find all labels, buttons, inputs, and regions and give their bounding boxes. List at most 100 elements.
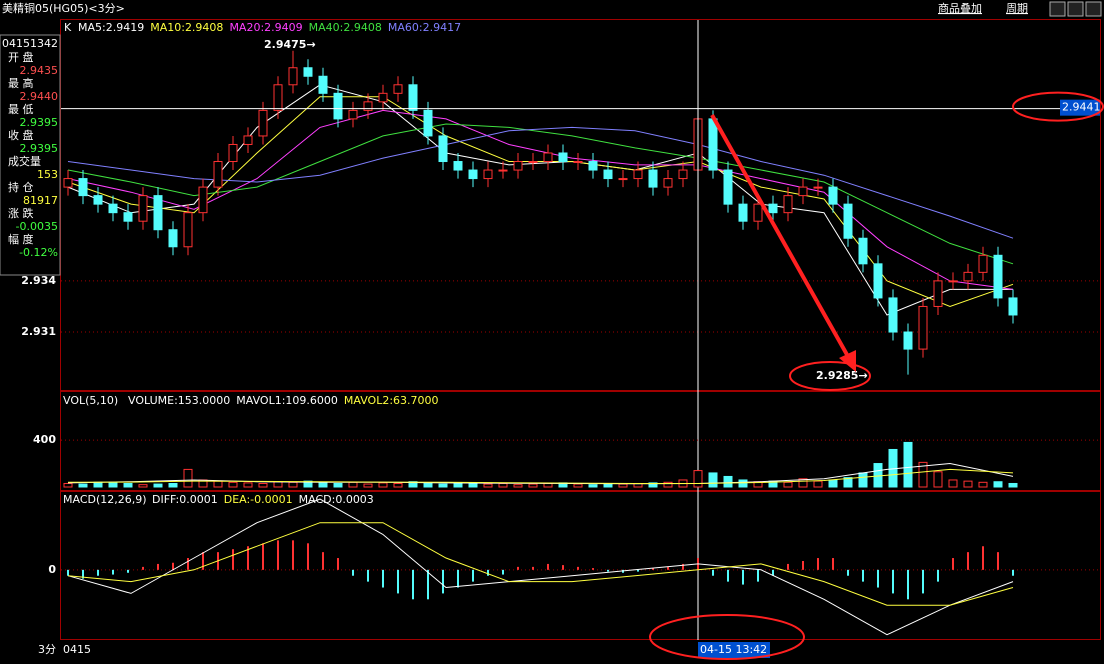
volume-bar: [183, 468, 193, 488]
indicator-line: [67, 498, 1014, 636]
info-value: -0.12%: [19, 246, 58, 259]
candle-body: [513, 161, 523, 171]
volume-bar: [168, 482, 178, 488]
info-label: 开 盘: [8, 50, 34, 64]
candle-body: [363, 101, 373, 111]
highlight-ellipse: [789, 361, 871, 391]
candle-body: [768, 203, 778, 214]
volume-bar: [333, 482, 343, 488]
volume-bar: [63, 482, 73, 488]
volume-bar: [798, 478, 808, 488]
time-tag-text: 04-15 13:42: [700, 643, 767, 656]
candle-body: [423, 109, 433, 137]
legend-entry: MAVOL2:63.7000: [344, 394, 439, 407]
candle-body: [528, 161, 538, 164]
candle-body: [438, 135, 448, 163]
candle-body: [978, 254, 988, 273]
legend-entry: MAVOL1:109.6000: [236, 394, 338, 407]
candle-body: [723, 169, 733, 205]
info-label: 成交量: [8, 154, 41, 168]
volume-bar: [573, 483, 583, 488]
volume-bar: [543, 482, 553, 488]
candle-body: [408, 84, 418, 111]
legend-entry: DEA:-0.0001: [224, 493, 293, 506]
info-value: 81917: [23, 194, 58, 207]
candle-body: [138, 195, 148, 222]
y-tick-label: 2.931: [21, 325, 56, 338]
volume-bar: [258, 482, 268, 488]
volume-bar: [438, 483, 448, 488]
info-label: 最 低: [8, 103, 34, 116]
candle-body: [228, 143, 238, 163]
time-tag: [698, 642, 770, 658]
info-value: -0.0035: [16, 220, 58, 233]
candle-body: [288, 67, 298, 86]
candle-body: [498, 169, 508, 172]
info-label: 收 盘: [8, 128, 34, 142]
info-value: 2.9395: [20, 116, 59, 129]
candle-body: [588, 161, 598, 171]
candle-body: [63, 178, 73, 188]
indicator-line: [67, 109, 1014, 290]
y-tick-label: 2.934: [21, 274, 56, 287]
volume-bar: [708, 472, 718, 488]
volume-bar: [903, 441, 913, 488]
volume-bar: [78, 483, 88, 488]
candle-body: [333, 92, 343, 120]
info-label: 最 高: [8, 76, 34, 90]
volume-bar: [663, 481, 673, 488]
info-value: 153: [37, 168, 58, 181]
volume-bar: [288, 481, 298, 488]
candle-body: [273, 84, 283, 111]
candle-body: [918, 305, 928, 350]
overlay-menu[interactable]: 商品叠加: [938, 1, 982, 15]
candle-body: [348, 109, 358, 120]
toolbar-icons[interactable]: [1049, 1, 1102, 17]
volume-bar: [843, 477, 853, 488]
info-value: 2.9395: [20, 142, 59, 155]
volume-bar: [813, 480, 823, 488]
candle-body: [258, 109, 268, 137]
date-label: 0415: [63, 643, 91, 656]
info-label: 涨 跌: [8, 206, 34, 220]
candle-body: [828, 186, 838, 205]
candle-body: [603, 169, 613, 180]
volume-bar: [423, 482, 433, 488]
candle-body: [873, 263, 883, 299]
volume-bar: [648, 482, 658, 488]
volume-bar: [588, 484, 598, 488]
candle-body: [183, 212, 193, 248]
volume-bar: [933, 471, 943, 488]
volume-bar: [738, 479, 748, 488]
volume-bar: [498, 482, 508, 488]
candle-body: [843, 203, 853, 239]
candle-body: [903, 331, 913, 350]
candle-body: [303, 67, 313, 77]
y-tick-label: 0: [48, 563, 56, 576]
candle-body: [213, 161, 223, 188]
candle-body: [393, 84, 403, 94]
low-annotation: 2.9285→: [816, 369, 868, 382]
volume-bar: [828, 479, 838, 488]
info-box-frame: [0, 34, 61, 276]
candle-body: [993, 254, 1003, 299]
volume-bar: [783, 481, 793, 488]
volume-bar: [318, 482, 328, 488]
volume-bar: [213, 480, 223, 488]
y-tick-label: 400: [33, 433, 56, 446]
legend-entry: MA20:2.9409: [229, 21, 302, 34]
candle-body: [648, 169, 658, 188]
volume-bar: [468, 482, 478, 488]
candle-body: [888, 297, 898, 333]
candle-body: [738, 203, 748, 222]
volume-bar: [963, 480, 973, 488]
volume-bar: [348, 481, 358, 488]
period-menu[interactable]: 周期: [1006, 2, 1028, 15]
candle-body: [453, 161, 463, 171]
volume-bar: [228, 481, 238, 488]
candle-body: [378, 92, 388, 103]
red-arrow: [710, 114, 852, 361]
volume-bar: [618, 483, 628, 488]
